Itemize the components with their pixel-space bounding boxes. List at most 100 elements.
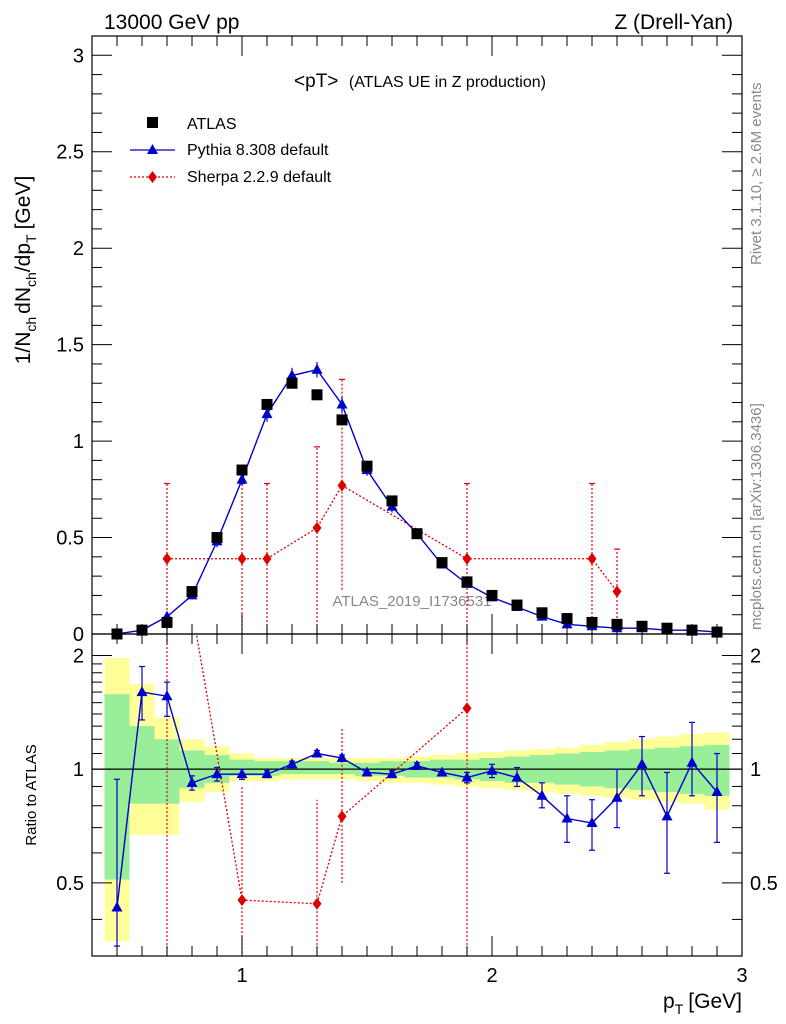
ratio-ytick-label-right: 2 [750,645,761,667]
ratio-sherpa-point [237,894,247,907]
atlas-point [211,532,223,544]
main-ytick-label: 1 [73,431,84,453]
pythia-point [311,363,323,374]
atlas-point [411,528,423,540]
ratio-pythia-point [311,747,323,758]
main-ytick-label: 1.5 [56,335,84,357]
ratio-pythia-point [261,768,273,779]
ratio-pythia-point [336,752,348,763]
ratio-sherpa-point [163,456,172,468]
ratio-ytick-label: 2 [73,645,84,667]
main-ytick-label: 3 [73,45,84,67]
atlas-point [561,613,573,625]
ratio-pythia-point [511,771,523,782]
atlas-point [461,576,473,588]
ratio-pythia-point [611,791,623,802]
sherpa-point [237,552,247,565]
green-band-bin [229,759,255,776]
ratio-sherpa-series [163,456,472,956]
ratio-sherpa-point [312,897,322,910]
ratio-pythia-point [411,759,423,770]
pythia-point [261,408,273,419]
ratio-pythia-point [386,768,398,779]
pythia-point [236,473,248,484]
ratio-pythia-point [536,789,548,800]
x-axis-label: pT [GeV] [663,990,742,1017]
ratio-uncertainty-bands [104,657,730,942]
main-ytick-label: 0.5 [56,528,84,550]
main-ytick-label: 2 [73,238,84,260]
header-left: 13000 GeV pp [104,11,239,34]
atlas-point [436,557,448,569]
x-tick-label: 3 [736,965,747,987]
ratio-pythia-line [116,691,718,908]
ratio-sherpa-line [195,634,468,905]
main-ytick-label: 0 [73,624,84,646]
ratio-pythia-point [561,812,573,823]
ratio-pythia-point [286,758,298,769]
ratio-pythia-point [161,690,173,701]
ratio-pythia-point [461,771,473,782]
green-band-bin [329,762,355,775]
ratio-pythia-point [211,768,223,779]
atlas-point [486,589,498,601]
ratio-pythia-point [711,785,723,796]
legend-pythia-marker [147,144,158,154]
green-band-bin [304,761,330,775]
legend: ATLAS Pythia 8.308 default Sherpa 2.2.9 … [130,116,332,186]
ratio-pythia-point [136,686,148,697]
legend-sherpa-marker [148,171,157,183]
ratio-pythia-point [686,756,698,767]
mcplots-label: mcplots.cern.ch [arXiv:1306.3436] [748,403,765,630]
atlas-point [186,586,198,598]
atlas-point [261,398,273,410]
atlas-point [161,616,173,628]
sherpa-point [312,521,322,534]
legend-sherpa-label: Sherpa 2.2.9 default [187,169,332,186]
sherpa-point [162,552,172,565]
main-title: <pT> [294,71,338,92]
sherpa-point [337,479,347,492]
pythia-point [336,398,348,409]
ratio-pythia-series [111,665,723,947]
ratio-pythia-point [236,768,248,779]
main-panel: ATLAS_2019_I1736531 0 0.5 1 1.5 2 2.5 3 <pT> (… [12,35,743,646]
ratio-ytick-label: 1 [73,759,84,781]
ratio-pythia-point [486,764,498,775]
rivet-label: Rivet 3.1.10, ≥ 2.6M events [748,83,765,266]
atlas-point [236,464,248,476]
atlas-point [586,616,598,628]
sherpa-series [162,378,622,634]
x-tick-label: 1 [236,965,247,987]
atlas-point [386,495,398,507]
atlas-point [286,377,298,389]
ratio-ytick-label-right: 0.5 [750,873,778,895]
atlas-point [511,599,523,611]
ratio-ytick-label-right: 1 [750,759,761,781]
main-ytick-label: 2.5 [56,142,84,164]
sherpa-point [612,585,622,598]
main-axes: 0 0.5 1 1.5 2 2.5 3 [56,36,743,646]
ratio-pythia-point [636,758,648,769]
legend-pythia-label: Pythia 8.308 default [187,142,329,159]
x-tick-label: 2 [486,965,497,987]
main-title-group: <pT> (ATLAS UE in Z production) [294,71,546,92]
legend-atlas-marker [147,117,158,128]
pythia-point [286,369,298,380]
header-right: Z (Drell-Yan) [614,11,733,34]
ratio-pythia-point [586,817,598,828]
atlas-point [311,389,323,401]
ratio-pythia-point [661,810,673,821]
ratio-pythia-point [361,766,373,777]
ratio-axes: 0.5 0.5 1 1 2 2 1 2 3 [56,634,778,987]
ratio-ylabel: Ratio to ATLAS [23,744,40,845]
sherpa-point [587,552,597,565]
ratio-pythia-point [111,901,123,912]
atlas-point [536,607,548,619]
sherpa-point [462,552,472,565]
main-ylabel: 1/NchdNch/dpT[GeV] [12,176,39,365]
watermark: ATLAS_2019_I1736531 [332,593,491,610]
sherpa-point [262,552,272,565]
ratio-pythia-point [436,766,448,777]
atlas-point [336,414,348,426]
